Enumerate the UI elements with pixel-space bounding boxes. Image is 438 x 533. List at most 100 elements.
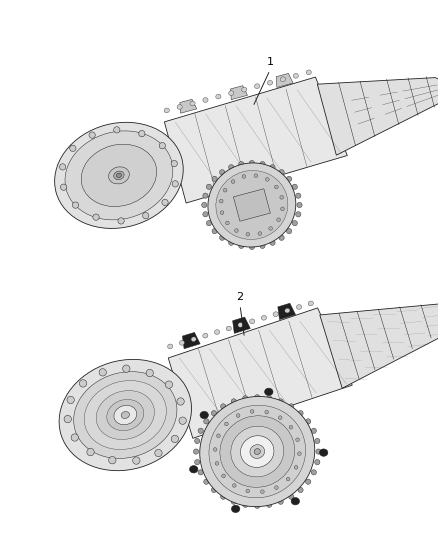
Polygon shape <box>318 78 438 155</box>
Ellipse shape <box>117 173 121 177</box>
Ellipse shape <box>294 465 298 469</box>
Ellipse shape <box>260 243 265 248</box>
Ellipse shape <box>239 243 244 248</box>
Ellipse shape <box>226 180 278 230</box>
Ellipse shape <box>233 483 236 487</box>
Ellipse shape <box>89 132 95 138</box>
Ellipse shape <box>261 316 267 320</box>
Ellipse shape <box>296 212 301 217</box>
Ellipse shape <box>242 87 247 92</box>
Ellipse shape <box>278 499 283 504</box>
Ellipse shape <box>311 470 316 475</box>
Ellipse shape <box>198 428 203 433</box>
Ellipse shape <box>234 188 269 222</box>
Ellipse shape <box>249 244 254 249</box>
Polygon shape <box>233 317 251 334</box>
Ellipse shape <box>279 416 282 419</box>
Ellipse shape <box>171 435 179 442</box>
Ellipse shape <box>109 457 116 464</box>
Ellipse shape <box>296 193 301 198</box>
Ellipse shape <box>206 184 212 189</box>
Ellipse shape <box>171 160 177 167</box>
Ellipse shape <box>278 399 283 404</box>
Ellipse shape <box>306 419 311 424</box>
Ellipse shape <box>296 438 300 441</box>
Ellipse shape <box>289 425 293 429</box>
Polygon shape <box>320 302 438 388</box>
Ellipse shape <box>217 434 220 438</box>
Ellipse shape <box>293 74 298 78</box>
Ellipse shape <box>226 326 231 331</box>
Ellipse shape <box>292 221 297 226</box>
Ellipse shape <box>70 145 76 151</box>
Ellipse shape <box>159 142 166 149</box>
Ellipse shape <box>311 428 316 433</box>
Ellipse shape <box>275 185 278 189</box>
Ellipse shape <box>204 479 209 484</box>
Ellipse shape <box>212 410 216 416</box>
Ellipse shape <box>164 108 170 113</box>
Ellipse shape <box>286 477 290 481</box>
Ellipse shape <box>221 494 226 499</box>
Ellipse shape <box>231 499 237 504</box>
Ellipse shape <box>250 409 254 413</box>
Ellipse shape <box>208 163 296 247</box>
Ellipse shape <box>221 404 226 409</box>
Ellipse shape <box>235 229 238 232</box>
Ellipse shape <box>286 176 292 182</box>
Ellipse shape <box>260 161 265 167</box>
Ellipse shape <box>121 411 130 418</box>
Ellipse shape <box>155 449 162 457</box>
Ellipse shape <box>254 449 260 455</box>
Ellipse shape <box>203 333 208 338</box>
Text: 1: 1 <box>266 57 273 67</box>
Ellipse shape <box>285 308 290 313</box>
Ellipse shape <box>60 184 67 190</box>
Ellipse shape <box>212 229 217 234</box>
Ellipse shape <box>275 486 278 489</box>
Ellipse shape <box>200 411 208 419</box>
Ellipse shape <box>113 127 120 133</box>
Polygon shape <box>276 74 293 87</box>
Ellipse shape <box>270 165 275 170</box>
Text: 2: 2 <box>237 292 244 302</box>
Ellipse shape <box>314 459 320 465</box>
Ellipse shape <box>220 211 224 214</box>
Ellipse shape <box>298 487 303 492</box>
Ellipse shape <box>254 174 258 177</box>
Ellipse shape <box>297 452 301 456</box>
Ellipse shape <box>306 479 311 484</box>
Ellipse shape <box>297 203 302 208</box>
Ellipse shape <box>298 410 303 416</box>
Ellipse shape <box>84 381 166 449</box>
Ellipse shape <box>123 365 130 373</box>
Ellipse shape <box>79 379 87 387</box>
Ellipse shape <box>204 419 209 424</box>
Ellipse shape <box>142 213 149 219</box>
Ellipse shape <box>219 235 225 240</box>
Ellipse shape <box>239 193 265 216</box>
Ellipse shape <box>213 448 217 451</box>
Ellipse shape <box>239 161 244 167</box>
Ellipse shape <box>242 175 246 178</box>
Ellipse shape <box>249 160 254 166</box>
Polygon shape <box>164 77 347 203</box>
Ellipse shape <box>216 171 288 239</box>
Ellipse shape <box>265 177 269 181</box>
Ellipse shape <box>146 369 153 377</box>
Ellipse shape <box>289 494 294 499</box>
Ellipse shape <box>190 101 195 106</box>
Ellipse shape <box>93 214 99 220</box>
Ellipse shape <box>201 203 207 208</box>
Polygon shape <box>168 308 352 438</box>
Ellipse shape <box>222 474 226 478</box>
Ellipse shape <box>316 449 321 454</box>
Ellipse shape <box>96 391 155 440</box>
Ellipse shape <box>177 398 184 405</box>
Ellipse shape <box>194 438 200 443</box>
Ellipse shape <box>216 94 221 99</box>
Ellipse shape <box>246 489 250 493</box>
Ellipse shape <box>314 438 320 443</box>
Ellipse shape <box>71 434 78 441</box>
Ellipse shape <box>60 164 66 170</box>
